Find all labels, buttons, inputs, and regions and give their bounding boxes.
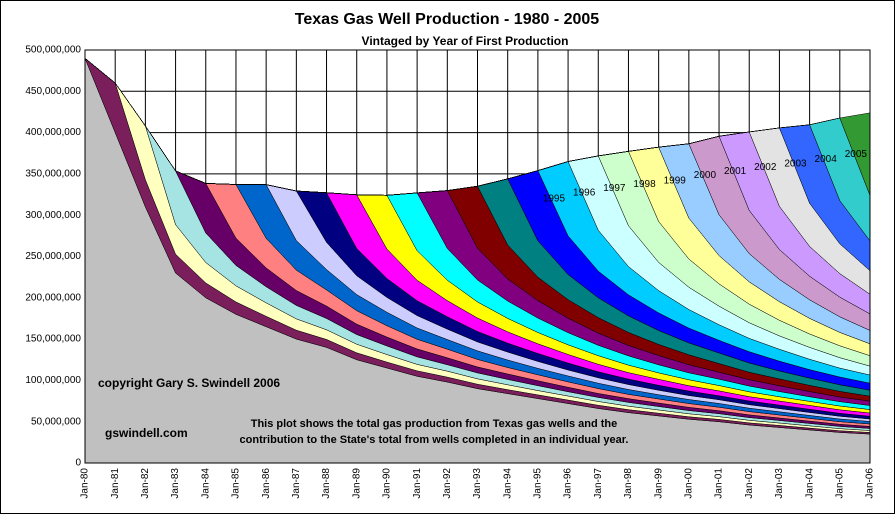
chart-title: Texas Gas Well Production - 1980 - 2005 [295, 11, 600, 28]
x-tick-label: Jan-01 [714, 468, 725, 499]
y-tick-label: 200,000,000 [25, 292, 81, 303]
y-tick-label: 400,000,000 [25, 127, 81, 138]
series-label: 2005 [845, 149, 868, 160]
series-label: 1997 [603, 183, 626, 194]
annotation: copyright Gary S. Swindell 2006 [98, 376, 280, 390]
x-tick-label: Jan-86 [261, 468, 272, 499]
y-tick-label: 100,000,000 [25, 375, 81, 386]
note: This plot shows the total gas production… [251, 418, 618, 430]
series-label: 2004 [815, 154, 838, 165]
series-label: 2000 [694, 170, 717, 181]
x-tick-label: Jan-83 [170, 468, 181, 499]
x-tick-label: Jan-88 [321, 468, 332, 499]
y-tick-label: 450,000,000 [25, 86, 81, 97]
series-label: 1995 [543, 193, 566, 204]
y-tick-label: 0 [75, 458, 81, 469]
x-tick-label: Jan-80 [80, 468, 91, 499]
x-tick-label: Jan-96 [563, 468, 574, 499]
x-tick-label: Jan-00 [683, 468, 694, 499]
y-tick-label: 50,000,000 [31, 416, 81, 427]
note: contribution to the State's total from w… [240, 434, 629, 446]
x-tick-label: Jan-91 [412, 468, 423, 499]
x-tick-label: Jan-95 [533, 468, 544, 499]
areas [84, 58, 871, 464]
labels: 1995 1996 1997 1998 1999 2000 2001 2002 2003 2004… [543, 149, 868, 205]
x-tick-label: Jan-87 [291, 468, 302, 499]
y-tick-label: 500,000,000 [25, 45, 81, 56]
x-tick-label: Jan-04 [804, 468, 815, 499]
chart-subtitle: Vintaged by Year of First Production [362, 34, 569, 48]
annotation: gswindell.com [105, 426, 188, 440]
x-tick-label: Jan-06 [865, 468, 876, 499]
x-tick-label: Jan-89 [351, 468, 362, 499]
x-tick-label: Jan-02 [744, 468, 755, 499]
y-tick-label: 250,000,000 [25, 251, 81, 262]
x-tick-label: Jan-85 [231, 468, 242, 499]
y-tick-label: 150,000,000 [25, 334, 81, 345]
series-label: 2003 [784, 159, 807, 170]
series-label: 2001 [724, 166, 747, 177]
series-label: 2002 [754, 162, 777, 173]
x-tick-label: Jan-05 [834, 468, 845, 499]
x-tick-label: Jan-81 [110, 468, 121, 499]
x-tick-label: Jan-99 [653, 468, 664, 499]
series-label: 1998 [633, 179, 656, 190]
plot-frame [84, 49, 871, 464]
x-tick-label: Jan-03 [774, 468, 785, 499]
x-tick-label: Jan-97 [593, 468, 604, 499]
y-tick-label: 350,000,000 [25, 169, 81, 180]
series-label: 1999 [664, 176, 687, 187]
x-tick-label: Jan-94 [502, 468, 513, 499]
x-tick-label: Jan-84 [200, 468, 211, 499]
x-tick-label: Jan-82 [140, 468, 151, 499]
x-tick-label: Jan-93 [472, 468, 483, 499]
x-tick-label: Jan-98 [623, 468, 634, 499]
y-tick-label: 300,000,000 [25, 210, 81, 221]
x-tick-label: Jan-92 [442, 468, 453, 499]
x-tick-label: Jan-90 [382, 468, 393, 499]
series-label: 1996 [573, 188, 596, 199]
